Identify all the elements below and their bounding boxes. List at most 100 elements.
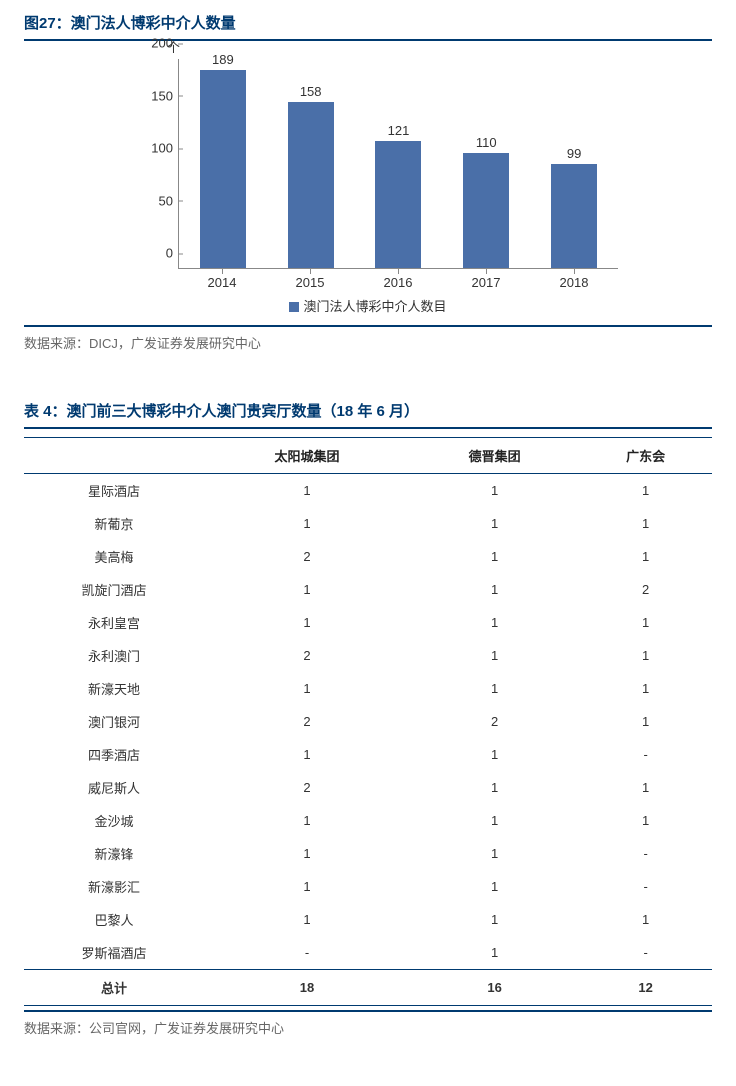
table-footer-cell: 18 [204, 970, 410, 1006]
table-cell: 凯旋门酒店 [24, 573, 204, 606]
table-cell: 1 [204, 804, 410, 837]
x-tick: 2014 [191, 275, 253, 290]
table-cell: 美高梅 [24, 540, 204, 573]
table-header-cell: 德晋集团 [410, 438, 579, 474]
table-cell: 1 [410, 606, 579, 639]
table-cell: 1 [204, 474, 410, 508]
legend-swatch [289, 302, 299, 312]
x-tick: 2018 [543, 275, 605, 290]
x-tick: 2016 [367, 275, 429, 290]
bar-column: 99 [543, 146, 605, 268]
table-row: 澳门银河221 [24, 705, 712, 738]
table-cell: 1 [579, 507, 712, 540]
table-cell: 1 [410, 771, 579, 804]
table-row: 罗斯福酒店-1- [24, 936, 712, 970]
table-cell: 1 [579, 771, 712, 804]
bar [375, 141, 421, 268]
table-cell: 巴黎人 [24, 903, 204, 936]
table-cell: 1 [410, 738, 579, 771]
bar-value-label: 121 [388, 123, 410, 138]
figure-title: 图27：澳门法人博彩中介人数量 [24, 12, 712, 41]
table-cell: 2 [204, 705, 410, 738]
table-cell: 1 [204, 507, 410, 540]
table-cell: 新濠影汇 [24, 870, 204, 903]
table-cell: - [579, 936, 712, 970]
table-cell: 罗斯福酒店 [24, 936, 204, 970]
bar [463, 153, 509, 269]
y-tick: 50 [135, 193, 173, 208]
table-row: 新葡京111 [24, 507, 712, 540]
table-cell: 1 [579, 606, 712, 639]
bar-column: 121 [367, 123, 429, 268]
table-cell: 1 [579, 672, 712, 705]
table-cell: 威尼斯人 [24, 771, 204, 804]
bar [288, 102, 334, 268]
bar-column: 158 [280, 84, 342, 268]
table-cell: - [204, 936, 410, 970]
y-tick: 0 [135, 246, 173, 261]
table-row: 金沙城111 [24, 804, 712, 837]
table-cell: 2 [204, 771, 410, 804]
bar-value-label: 158 [300, 84, 322, 99]
table-row: 永利皇宫111 [24, 606, 712, 639]
table-cell: 1 [410, 870, 579, 903]
table-cell: - [579, 738, 712, 771]
table-cell: 2 [204, 540, 410, 573]
table-cell: 新葡京 [24, 507, 204, 540]
data-table: 太阳城集团德晋集团广东会 星际酒店111新葡京111美高梅211凯旋门酒店112… [24, 437, 712, 1006]
legend-label: 澳门法人博彩中介人数目 [303, 299, 446, 314]
table-cell: 四季酒店 [24, 738, 204, 771]
table-cell: 1 [410, 474, 579, 508]
table-cell: 1 [204, 573, 410, 606]
table-row: 巴黎人111 [24, 903, 712, 936]
table-cell: 1 [579, 804, 712, 837]
table-cell: - [579, 837, 712, 870]
table-row: 永利澳门211 [24, 639, 712, 672]
table-cell: 星际酒店 [24, 474, 204, 508]
bar-column: 189 [192, 52, 254, 268]
table-cell: 1 [204, 606, 410, 639]
y-tick: 100 [135, 141, 173, 156]
table-header-cell [24, 438, 204, 474]
table-row: 新濠影汇11- [24, 870, 712, 903]
table-cell: 2 [410, 705, 579, 738]
table-cell: 2 [579, 573, 712, 606]
table-cell: 1 [410, 540, 579, 573]
table-source: 数据来源：公司官网，广发证券发展研究中心 [24, 1010, 712, 1037]
table-cell: 1 [410, 903, 579, 936]
table-row: 威尼斯人211 [24, 771, 712, 804]
table-footer-cell: 16 [410, 970, 579, 1006]
table-row: 凯旋门酒店112 [24, 573, 712, 606]
table-cell: 1 [204, 738, 410, 771]
table-row: 新濠天地111 [24, 672, 712, 705]
table-row: 四季酒店11- [24, 738, 712, 771]
table-row: 星际酒店111 [24, 474, 712, 508]
table-title: 表 4：澳门前三大博彩中介人澳门贵宾厅数量（18 年 6 月） [24, 400, 712, 429]
table-cell: 金沙城 [24, 804, 204, 837]
table-cell: 1 [410, 573, 579, 606]
table-cell: 新濠天地 [24, 672, 204, 705]
table-cell: 1 [579, 903, 712, 936]
table-cell: 1 [204, 837, 410, 870]
table-header-cell: 太阳城集团 [204, 438, 410, 474]
bar [200, 70, 246, 268]
table-row: 新濠锋11- [24, 837, 712, 870]
table-cell: 1 [579, 705, 712, 738]
table-cell: 澳门银河 [24, 705, 204, 738]
table-cell: - [579, 870, 712, 903]
table-cell: 1 [410, 804, 579, 837]
table-cell: 1 [410, 936, 579, 970]
y-tick: 150 [135, 88, 173, 103]
chart-legend: 澳门法人博彩中介人数目 [118, 296, 618, 315]
table-row: 美高梅211 [24, 540, 712, 573]
table-cell: 1 [204, 870, 410, 903]
bar-value-label: 110 [476, 135, 497, 150]
table-cell: 1 [410, 672, 579, 705]
x-tick: 2017 [455, 275, 517, 290]
y-tick: 200 [135, 36, 173, 51]
table-cell: 1 [410, 639, 579, 672]
table-cell: 1 [204, 672, 410, 705]
bar-column: 110 [455, 135, 517, 269]
table-cell: 1 [204, 903, 410, 936]
bar-chart: 个 05010015020018915812111099 20142015201… [118, 59, 618, 315]
